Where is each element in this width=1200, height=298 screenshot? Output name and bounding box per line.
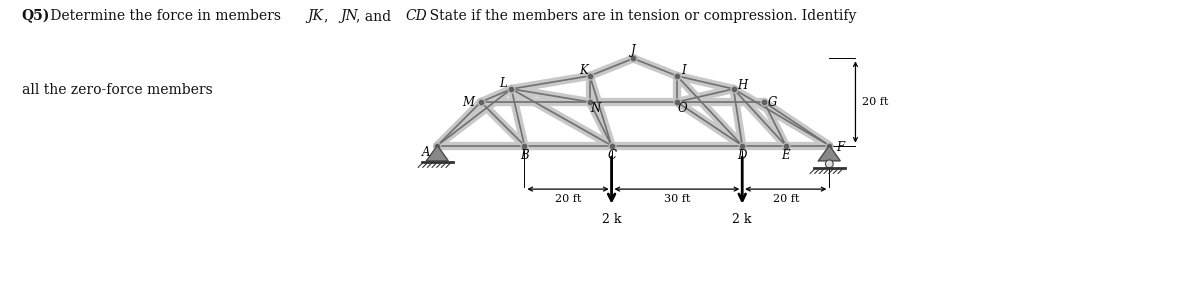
Text: D: D: [738, 149, 746, 162]
Text: K: K: [578, 64, 588, 77]
Text: 2 k: 2 k: [602, 213, 622, 226]
Text: J: J: [631, 44, 636, 57]
Text: E: E: [781, 149, 790, 162]
Text: JK: JK: [307, 9, 323, 23]
Text: 2 k: 2 k: [732, 213, 752, 226]
Text: 20 ft: 20 ft: [554, 194, 581, 204]
Text: L: L: [499, 77, 506, 90]
Text: 20 ft: 20 ft: [862, 97, 888, 107]
Text: , and: , and: [356, 9, 396, 23]
Text: H: H: [737, 79, 748, 92]
Text: F: F: [836, 141, 845, 154]
Text: O: O: [677, 102, 686, 115]
Polygon shape: [818, 145, 840, 161]
Text: JN: JN: [340, 9, 358, 23]
Text: Determine the force in members: Determine the force in members: [46, 9, 286, 23]
Text: CD: CD: [406, 9, 427, 23]
Text: . State if the members are in tension or compression. Identify: . State if the members are in tension or…: [421, 9, 857, 23]
Text: N: N: [590, 102, 600, 115]
Text: 30 ft: 30 ft: [664, 194, 690, 204]
Text: M: M: [462, 95, 474, 108]
Text: B: B: [520, 149, 529, 162]
Text: all the zero-force members: all the zero-force members: [22, 83, 212, 97]
Text: A: A: [422, 146, 431, 159]
Polygon shape: [426, 145, 449, 161]
Text: G: G: [768, 95, 778, 108]
Text: ,: ,: [324, 9, 332, 23]
Text: C: C: [607, 149, 616, 162]
Circle shape: [826, 160, 833, 168]
Text: 20 ft: 20 ft: [773, 194, 799, 204]
Text: I: I: [682, 64, 685, 77]
Text: Q5): Q5): [22, 9, 50, 23]
